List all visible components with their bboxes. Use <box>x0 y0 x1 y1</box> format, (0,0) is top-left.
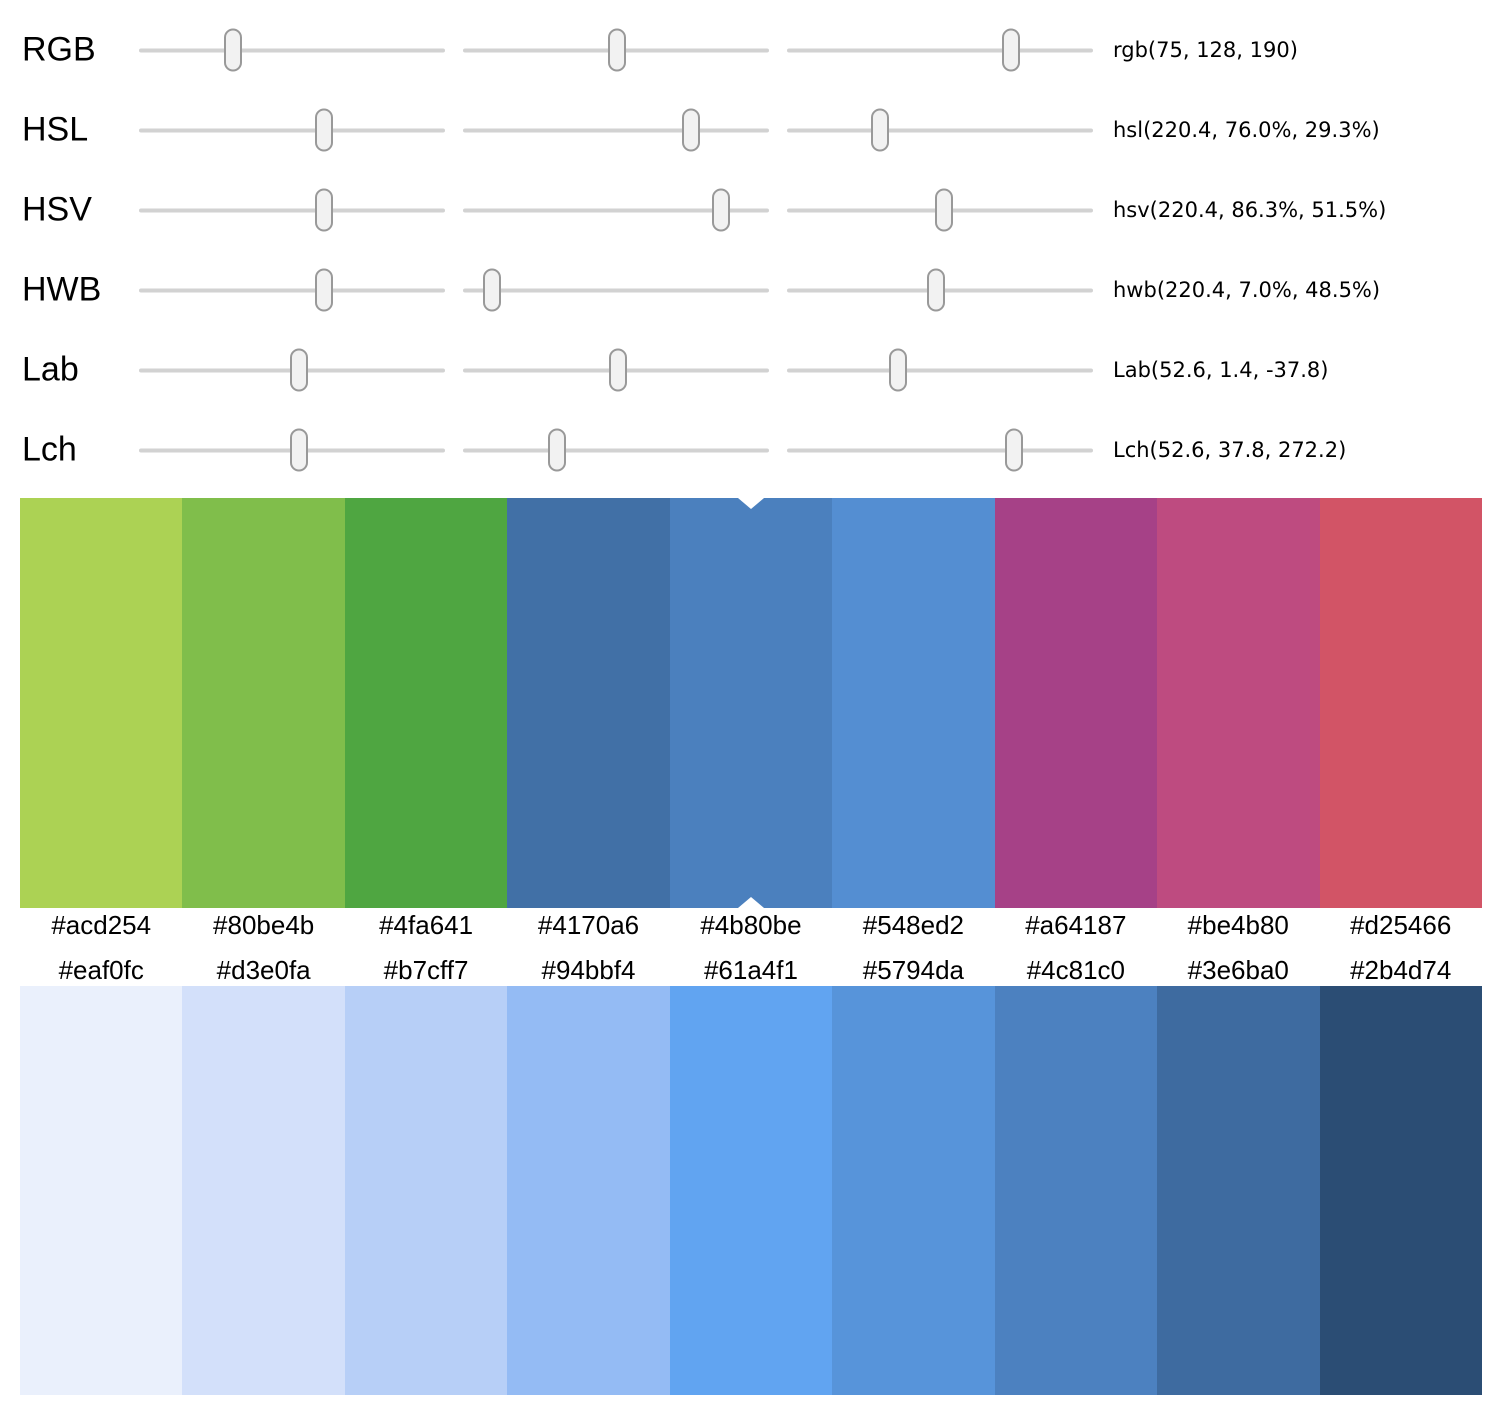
slider-value: Lab(52.6, 1.4, -37.8) <box>1113 358 1329 382</box>
slider-handle[interactable] <box>871 108 890 152</box>
slider-handle[interactable] <box>935 188 954 232</box>
hex-label: #61a4f1 <box>703 955 798 985</box>
slider-handle[interactable] <box>547 428 566 472</box>
slider-handle[interactable] <box>483 268 502 312</box>
color-swatch[interactable] <box>344 498 508 908</box>
hex-label: #a64187 <box>1025 910 1127 940</box>
slider-value: hsv(220.4, 86.3%, 51.5%) <box>1113 198 1387 222</box>
slider-track[interactable] <box>463 28 769 72</box>
slider-track[interactable] <box>463 268 769 312</box>
lightness-palette <box>20 986 1482 1395</box>
slider-track[interactable] <box>139 188 445 232</box>
slider-value: Lch(52.6, 37.8, 272.2) <box>1113 438 1347 462</box>
slider-track[interactable] <box>463 348 769 392</box>
color-swatch[interactable] <box>832 986 995 1395</box>
hex-label: #548ed2 <box>862 910 965 940</box>
slider-track[interactable] <box>787 28 1093 72</box>
slider-value: rgb(75, 128, 190) <box>1113 38 1298 62</box>
color-swatch[interactable] <box>832 498 995 908</box>
slider-handle[interactable] <box>315 108 334 152</box>
slider-handle[interactable] <box>315 188 334 232</box>
color-swatch[interactable] <box>20 498 183 908</box>
color-swatch[interactable] <box>994 986 1158 1395</box>
color-swatch[interactable] <box>1319 498 1482 908</box>
slider-handle[interactable] <box>315 268 334 312</box>
slider-track[interactable] <box>139 348 445 392</box>
slider-handle[interactable] <box>926 268 945 312</box>
slider-track[interactable] <box>139 108 445 152</box>
slider-track[interactable] <box>139 28 445 72</box>
slider-track[interactable] <box>463 188 769 232</box>
slider-row-label: HSV <box>22 190 92 229</box>
slider-value: hwb(220.4, 7.0%, 48.5%) <box>1113 278 1381 302</box>
hex-label: #3e6ba0 <box>1187 955 1289 985</box>
slider-handle[interactable] <box>681 108 700 152</box>
slider-handle[interactable] <box>711 188 730 232</box>
slider-row-lch: Lch Lch(52.6, 37.8, 272.2) <box>0 410 1501 490</box>
hex-label: #94bbf4 <box>541 955 636 985</box>
slider-handle[interactable] <box>888 348 907 392</box>
hex-label: #be4b80 <box>1187 910 1289 940</box>
slider-row-label: HSL <box>22 110 89 149</box>
color-swatch[interactable] <box>669 986 833 1395</box>
slider-handle[interactable] <box>1001 28 1020 72</box>
color-swatch[interactable] <box>1157 986 1320 1395</box>
hex-label: #eaf0fc <box>58 955 144 985</box>
slider-handle[interactable] <box>607 28 626 72</box>
slider-row-rgb: RGB rgb(75, 128, 190) <box>0 10 1501 90</box>
slider-track[interactable] <box>787 348 1093 392</box>
color-swatch[interactable] <box>669 498 833 908</box>
slider-track[interactable] <box>139 268 445 312</box>
hex-label: #4fa641 <box>379 910 474 940</box>
color-swatch[interactable] <box>20 986 183 1395</box>
slider-row-hwb: HWB hwb(220.4, 7.0%, 48.5%) <box>0 250 1501 330</box>
slider-row-lab: Lab Lab(52.6, 1.4, -37.8) <box>0 330 1501 410</box>
hex-label: #acd254 <box>51 910 152 940</box>
lightness-hex-labels: #eaf0fc #d3e0fa #b7cff7 #94bbf4 #61a4f1 #5794… <box>20 950 1482 990</box>
slider-handle[interactable] <box>290 348 309 392</box>
hex-label: #80be4b <box>213 910 315 940</box>
slider-track[interactable] <box>463 428 769 472</box>
color-swatch[interactable] <box>994 498 1158 908</box>
slider-row-label: RGB <box>22 30 96 69</box>
slider-section: RGB rgb(75, 128, 190) HSL hsl(220.4, 76.0%,… <box>0 0 1501 498</box>
slider-row-hsv: HSV hsv(220.4, 86.3%, 51.5%) <box>0 170 1501 250</box>
slider-track[interactable] <box>139 428 445 472</box>
hex-label: #4b80be <box>700 910 802 940</box>
slider-track[interactable] <box>787 108 1093 152</box>
slider-track[interactable] <box>787 428 1093 472</box>
color-swatch[interactable] <box>507 498 670 908</box>
hex-label: #5794da <box>862 955 965 985</box>
color-swatch[interactable] <box>1319 986 1482 1395</box>
hex-label: #2b4d74 <box>1350 955 1452 985</box>
slider-handle[interactable] <box>609 348 627 392</box>
color-swatch[interactable] <box>182 498 345 908</box>
slider-row-label: Lab <box>22 350 79 389</box>
slider-handle[interactable] <box>223 28 242 72</box>
slider-value: hsl(220.4, 76.0%, 29.3%) <box>1113 118 1380 142</box>
slider-track[interactable] <box>787 268 1093 312</box>
hue-hex-labels: #acd254 #80be4b #4fa641 #4170a6 #4b80be #548e… <box>20 905 1482 945</box>
slider-handle[interactable] <box>1004 428 1023 472</box>
slider-row-label: HWB <box>22 270 102 309</box>
color-swatch[interactable] <box>507 986 670 1395</box>
slider-handle[interactable] <box>290 428 309 472</box>
hue-palette <box>20 498 1482 908</box>
slider-row-label: Lch <box>22 430 77 469</box>
hex-label: #d3e0fa <box>216 955 311 985</box>
slider-row-hsl: HSL hsl(220.4, 76.0%, 29.3%) <box>0 90 1501 170</box>
hex-label: #4170a6 <box>537 910 640 940</box>
hex-label: #4c81c0 <box>1026 955 1125 985</box>
hex-label: #b7cff7 <box>383 955 469 985</box>
hex-label: #d25466 <box>1350 910 1452 940</box>
color-swatch[interactable] <box>182 986 345 1395</box>
slider-track[interactable] <box>787 188 1093 232</box>
slider-track[interactable] <box>463 108 769 152</box>
color-swatch[interactable] <box>1157 498 1320 908</box>
color-swatch[interactable] <box>344 986 508 1395</box>
